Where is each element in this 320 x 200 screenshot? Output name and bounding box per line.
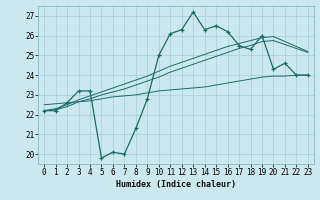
X-axis label: Humidex (Indice chaleur): Humidex (Indice chaleur) xyxy=(116,180,236,189)
